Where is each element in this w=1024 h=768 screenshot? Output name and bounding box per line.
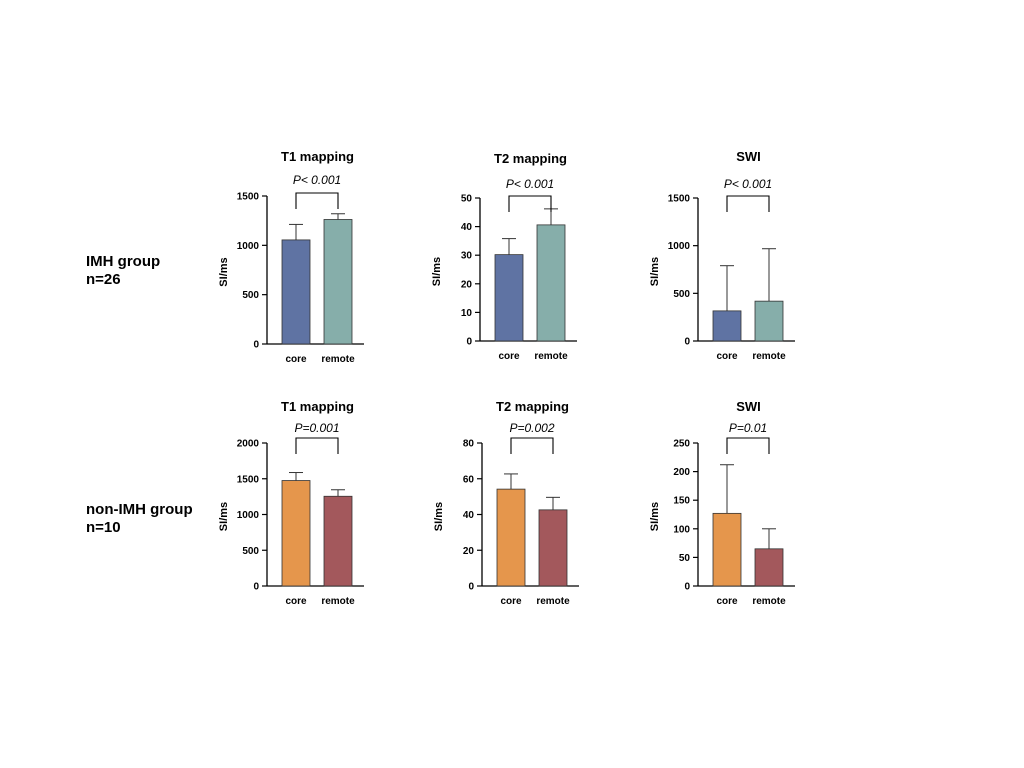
chart-3-bar-remote	[754, 300, 784, 342]
chart-2-pvalue: P< 0.001	[506, 177, 554, 191]
chart-2-ytick-label-1: 10	[461, 308, 473, 319]
chart-4-ytick-label-0: 0	[253, 582, 259, 593]
chart-4-category-remote: remote	[321, 596, 355, 607]
group-label-imh-line2: n=26	[86, 271, 121, 288]
chart-2-category-remote: remote	[534, 351, 568, 362]
chart-1-category-remote: remote	[321, 354, 355, 365]
chart-3-title: SWI	[736, 149, 761, 164]
chart-1: T1 mapping SI/ms 0 500 1000 1500 core remote P< …	[218, 149, 364, 365]
chart-2-title: T2 mapping	[494, 151, 567, 166]
chart-3-category-remote: remote	[752, 351, 786, 362]
chart-4-ytick-label-1: 500	[242, 546, 259, 557]
chart-6-ytick-label-4: 200	[673, 467, 690, 478]
chart-6-title: SWI	[736, 399, 761, 414]
chart-3-ytick-label-3: 1500	[668, 194, 691, 205]
chart-3-bar-core	[712, 310, 742, 342]
chart-6-ytick-label-1: 50	[679, 553, 691, 564]
chart-4-ytick-label-4: 2000	[237, 439, 260, 450]
chart-1-ytick-label-3: 1500	[237, 192, 260, 203]
group-label-imh-line1: IMH group	[86, 253, 160, 270]
chart-4-title: T1 mapping	[281, 399, 354, 414]
group-label-nonimh-line1: non-IMH group	[86, 501, 193, 518]
chart-1-title: T1 mapping	[281, 149, 354, 164]
chart-2-ytick-label-0: 0	[466, 337, 472, 348]
chart-3-ytick-label-0: 0	[684, 337, 690, 348]
chart-6-bar-remote	[754, 548, 784, 587]
chart-6-ytick-label-2: 100	[673, 524, 690, 535]
chart-6-pvalue: P=0.01	[729, 421, 767, 435]
chart-5-bar-core	[496, 488, 526, 587]
chart-3-significance-bracket	[726, 195, 770, 212]
chart-5-category-remote: remote	[536, 596, 570, 607]
chart-5-significance-bracket	[510, 437, 554, 454]
chart-1-significance-bracket	[295, 192, 339, 209]
chart-3: SWI SI/ms 0 500 1000 1500 core remote P< 0.001	[649, 149, 795, 362]
chart-2: T2 mapping SI/ms 0 10 20 30 40 50 core remote P< 0…	[431, 151, 577, 362]
chart-5-bar-remote	[538, 509, 568, 587]
chart-2-category-core: core	[498, 351, 520, 362]
chart-4-ylabel: SI/ms	[218, 502, 230, 531]
chart-4-category-core: core	[285, 596, 307, 607]
chart-1-category-core: core	[285, 354, 307, 365]
chart-6-ylabel: SI/ms	[649, 502, 661, 531]
chart-4-ytick-label-3: 1500	[237, 474, 260, 485]
chart-1-ytick-label-0: 0	[253, 340, 259, 351]
chart-2-bar-remote	[536, 224, 566, 342]
chart-5-ytick-label-0: 0	[468, 582, 474, 593]
chart-5-category-core: core	[500, 596, 522, 607]
chart-3-ytick-label-1: 500	[673, 289, 690, 300]
chart-3-ytick-label-2: 1000	[668, 241, 691, 252]
chart-1-ylabel: SI/ms	[218, 257, 230, 286]
chart-6-ytick-label-3: 150	[673, 496, 690, 507]
chart-2-ytick-label-4: 40	[461, 222, 473, 233]
group-label-nonimh-line2: n=10	[86, 519, 121, 536]
chart-1-ytick-label-2: 1000	[237, 241, 260, 252]
chart-2-ytick-label-3: 30	[461, 251, 473, 262]
chart-1-bar-core	[281, 239, 311, 345]
chart-4-bar-core	[281, 480, 311, 587]
chart-3-ylabel: SI/ms	[649, 257, 661, 286]
chart-2-bar-core	[494, 254, 524, 342]
chart-6-category-remote: remote	[752, 596, 786, 607]
chart-5-ytick-label-1: 20	[463, 546, 475, 557]
chart-2-ylabel: SI/ms	[431, 257, 443, 286]
chart-4-ytick-label-2: 1000	[237, 510, 260, 521]
chart-4-significance-bracket	[295, 437, 339, 454]
chart-3-pvalue: P< 0.001	[724, 177, 772, 191]
chart-5-ytick-label-2: 40	[463, 510, 475, 521]
chart-5-title: T2 mapping	[496, 399, 569, 414]
chart-4-pvalue: P=0.001	[294, 421, 339, 435]
chart-3-category-core: core	[716, 351, 738, 362]
chart-6-category-core: core	[716, 596, 738, 607]
chart-5-ytick-label-3: 60	[463, 474, 475, 485]
chart-1-pvalue: P< 0.001	[293, 173, 341, 187]
chart-6: SWI SI/ms 0 50 100 150 200 250 core remote P=0.01	[649, 399, 795, 607]
chart-2-ytick-label-2: 20	[461, 279, 473, 290]
chart-2-significance-bracket	[508, 195, 552, 212]
chart-5-ylabel: SI/ms	[433, 502, 445, 531]
chart-6-significance-bracket	[726, 437, 770, 454]
chart-5-pvalue: P=0.002	[509, 421, 554, 435]
chart-6-ytick-label-5: 250	[673, 439, 690, 450]
chart-4: T1 mapping SI/ms 0 500 1000 1500 2000 core remot…	[218, 399, 364, 607]
chart-4-bar-remote	[323, 495, 353, 587]
chart-2-ytick-label-5: 50	[461, 194, 473, 205]
chart-5-ytick-label-4: 80	[463, 439, 475, 450]
chart-6-ytick-label-0: 0	[684, 582, 690, 593]
chart-1-ytick-label-1: 500	[242, 290, 259, 301]
chart-1-bar-remote	[323, 219, 353, 345]
chart-5: T2 mapping SI/ms 0 20 40 60 80 core remote P=0.00…	[433, 399, 579, 607]
chart-6-bar-core	[712, 512, 742, 587]
